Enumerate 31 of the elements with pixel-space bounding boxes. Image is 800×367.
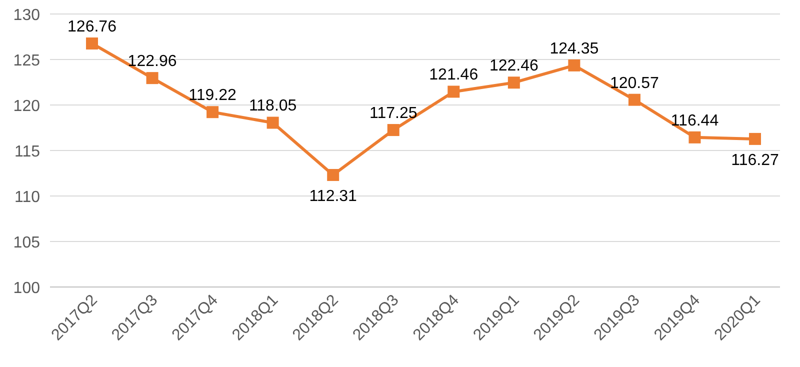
point — [327, 168, 340, 181]
point — [749, 132, 761, 145]
y-tick-label: 125 — [13, 52, 40, 70]
data-label: 119.22 — [188, 87, 237, 104]
y-tick-label: 120 — [13, 98, 40, 115]
point — [86, 37, 98, 50]
y-tick-label: 105 — [13, 234, 40, 252]
data-label: 117.25 — [369, 105, 418, 122]
data-label: 116.44 — [670, 112, 719, 130]
point — [628, 94, 640, 106]
y-tick-label: 100 — [13, 280, 40, 297]
point — [266, 116, 279, 129]
data-label: 126.76 — [68, 18, 117, 36]
point — [387, 124, 400, 136]
point — [146, 72, 158, 84]
data-label: 121.46 — [429, 66, 478, 84]
data-label: 124.35 — [550, 40, 599, 58]
y-tick-label: 115 — [14, 144, 40, 160]
y-tick-label: 110 — [14, 189, 40, 206]
point — [568, 59, 580, 72]
data-label: 122.96 — [128, 53, 177, 70]
point — [508, 76, 520, 89]
point — [206, 106, 219, 118]
data-label: 112.31 — [309, 188, 358, 205]
point — [688, 131, 701, 144]
point — [448, 86, 460, 98]
data-label: 116.27 — [731, 152, 779, 169]
data-label: 118.05 — [248, 98, 297, 115]
data-label: 120.57 — [610, 74, 660, 92]
y-tick-label: 130 — [13, 7, 40, 24]
data-label: 122.46 — [489, 58, 538, 75]
